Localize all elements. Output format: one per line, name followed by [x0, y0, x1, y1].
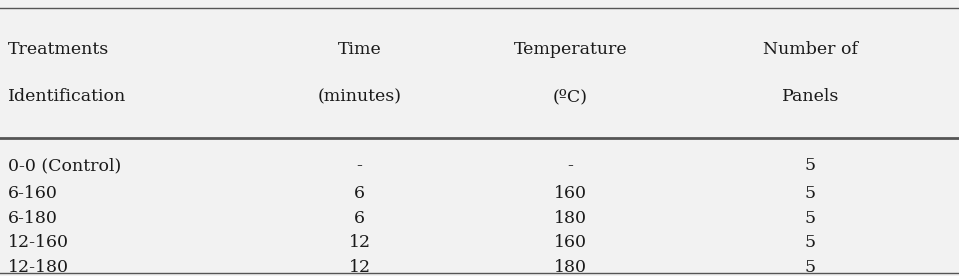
Text: 12: 12 — [348, 259, 371, 276]
Text: 180: 180 — [554, 259, 587, 276]
Text: 6-180: 6-180 — [8, 209, 58, 227]
Text: 12-180: 12-180 — [8, 259, 69, 276]
Text: -: - — [357, 157, 363, 174]
Text: 12: 12 — [348, 234, 371, 251]
Text: 6: 6 — [354, 209, 365, 227]
Text: 160: 160 — [554, 234, 587, 251]
Text: 5: 5 — [805, 234, 816, 251]
Text: 180: 180 — [554, 209, 587, 227]
Text: 6: 6 — [354, 185, 365, 202]
Text: 5: 5 — [805, 259, 816, 276]
Text: Panels: Panels — [782, 88, 839, 105]
Text: Treatments: Treatments — [8, 41, 109, 58]
Text: Temperature: Temperature — [514, 41, 627, 58]
Text: (minutes): (minutes) — [317, 88, 402, 105]
Text: 5: 5 — [805, 209, 816, 227]
Text: Number of: Number of — [762, 41, 858, 58]
Text: (ºC): (ºC) — [553, 88, 588, 105]
Text: 160: 160 — [554, 185, 587, 202]
Text: 5: 5 — [805, 185, 816, 202]
Text: Time: Time — [338, 41, 382, 58]
Text: -: - — [568, 157, 573, 174]
Text: 12-160: 12-160 — [8, 234, 69, 251]
Text: Identification: Identification — [8, 88, 126, 105]
Text: 5: 5 — [805, 157, 816, 174]
Text: 6-160: 6-160 — [8, 185, 58, 202]
Text: 0-0 (Control): 0-0 (Control) — [8, 157, 121, 174]
